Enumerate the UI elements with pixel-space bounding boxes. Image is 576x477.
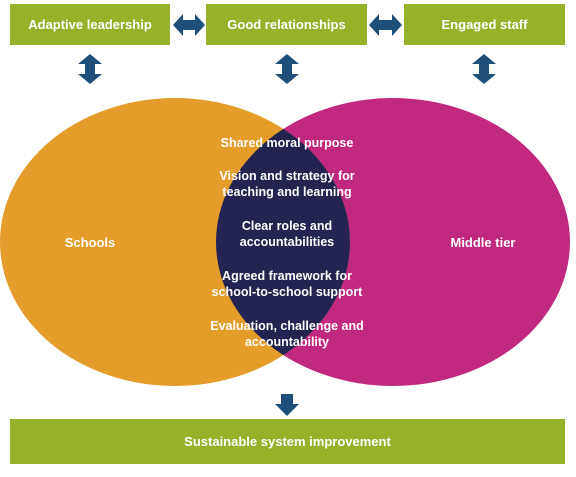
shared-moral-purpose-text: Shared moral purpose — [221, 136, 354, 150]
agreed-framework-text-line1: Agreed framework for — [222, 269, 352, 283]
evaluation-challenge-text-line2: accountability — [245, 335, 329, 349]
sustainable-system-improvement-bar: Sustainable system improvement — [10, 419, 565, 464]
double-arrow-vertical-icon — [275, 54, 299, 84]
intersection-region — [216, 98, 350, 386]
double-arrow-horizontal-icon — [173, 14, 205, 36]
evaluation-challenge-text-line1: Evaluation, challenge and — [210, 319, 364, 333]
vision-strategy-text-line2: teaching and learning — [222, 185, 351, 199]
adaptive-leadership-box: Adaptive leadership — [10, 4, 170, 45]
agreed-framework-text-line2: school-to-school support — [212, 285, 364, 299]
vision-strategy-text-line1: Vision and strategy for — [219, 169, 354, 183]
engaged-staff-box: Engaged staff — [404, 4, 565, 45]
schools-label: Schools — [65, 235, 116, 250]
double-arrow-vertical-icon — [78, 54, 102, 84]
good-relationships-label: Good relationships — [227, 17, 346, 32]
good-relationships-box: Good relationships — [206, 4, 367, 45]
clear-roles-text-line1: Clear roles and — [242, 219, 332, 233]
middle-tier-label: Middle tier — [450, 235, 515, 250]
adaptive-leadership-label: Adaptive leadership — [28, 17, 152, 32]
arrow-down-icon — [275, 394, 299, 416]
clear-roles-text-line2: accountabilities — [240, 235, 335, 249]
sustainable-system-improvement-label: Sustainable system improvement — [184, 434, 391, 449]
double-arrow-horizontal-icon — [369, 14, 402, 36]
engaged-staff-label: Engaged staff — [441, 17, 528, 32]
double-arrow-vertical-icon — [472, 54, 496, 84]
